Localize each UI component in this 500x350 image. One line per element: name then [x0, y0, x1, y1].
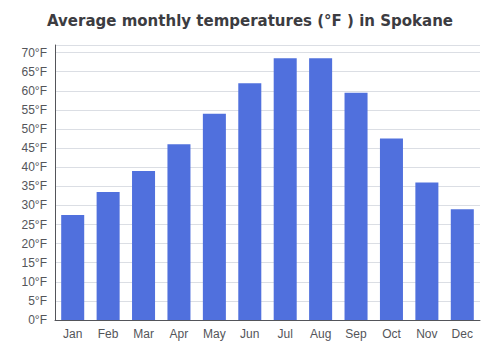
svg-text:15°F: 15°F	[22, 256, 47, 270]
svg-text:50°F: 50°F	[22, 122, 47, 136]
svg-text:5°F: 5°F	[28, 294, 47, 308]
svg-text:40°F: 40°F	[22, 160, 47, 174]
svg-text:Jun: Jun	[240, 327, 259, 341]
svg-text:60°F: 60°F	[22, 84, 47, 98]
svg-text:45°F: 45°F	[22, 141, 47, 155]
svg-text:Aug: Aug	[310, 327, 331, 341]
svg-text:55°F: 55°F	[22, 103, 47, 117]
svg-text:Sep: Sep	[345, 327, 367, 341]
svg-text:Oct: Oct	[382, 327, 401, 341]
svg-text:Nov: Nov	[416, 327, 437, 341]
svg-text:Apr: Apr	[170, 327, 189, 341]
svg-text:May: May	[203, 327, 226, 341]
svg-text:Dec: Dec	[452, 327, 473, 341]
svg-text:20°F: 20°F	[22, 237, 47, 251]
svg-text:Average monthly temperatures (: Average monthly temperatures (°F ) in Sp…	[47, 12, 453, 30]
svg-text:70°F: 70°F	[22, 46, 47, 60]
svg-text:10°F: 10°F	[22, 275, 47, 289]
svg-text:0°F: 0°F	[28, 313, 47, 327]
svg-text:30°F: 30°F	[22, 198, 47, 212]
svg-text:Feb: Feb	[98, 327, 119, 341]
svg-text:Jul: Jul	[278, 327, 293, 341]
svg-text:Jan: Jan	[63, 327, 82, 341]
svg-text:Mar: Mar	[133, 327, 154, 341]
svg-text:35°F: 35°F	[22, 179, 47, 193]
svg-text:25°F: 25°F	[22, 218, 47, 232]
svg-text:65°F: 65°F	[22, 65, 47, 79]
